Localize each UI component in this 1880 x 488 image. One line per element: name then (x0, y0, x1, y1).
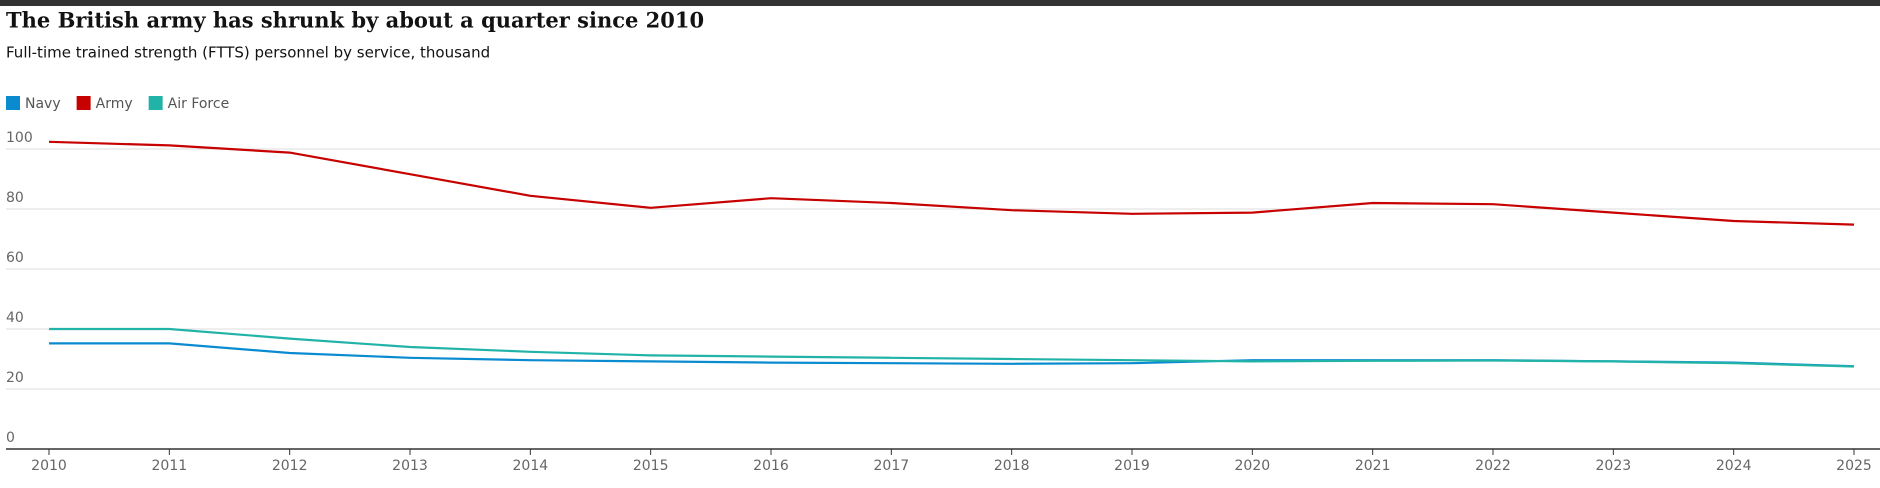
top-bar (0, 0, 1880, 6)
x-tick-label: 2022 (1475, 458, 1511, 474)
x-tick-label: 2010 (31, 458, 67, 474)
series-line (48, 140, 1855, 226)
x-tick-label: 2019 (1114, 458, 1150, 474)
series-line (49, 327, 1855, 368)
y-tick-label: 60 (6, 250, 24, 266)
x-tick-label: 2021 (1355, 458, 1391, 474)
y-tick-label: 0 (6, 430, 15, 446)
chart-subtitle: Full-time trained strength (FTTS) person… (6, 44, 490, 62)
x-tick-label: 2025 (1836, 458, 1872, 474)
x-tick-label: 2013 (392, 458, 428, 474)
legend-swatch (148, 96, 163, 110)
x-tick-label: 2012 (272, 458, 308, 474)
y-tick-label: 80 (6, 190, 24, 206)
y-tick-label: 100 (6, 130, 33, 146)
legend-label: Navy (25, 96, 61, 112)
x-tick-label: 2017 (874, 458, 910, 474)
y-tick-label: 40 (6, 310, 24, 326)
legend-label: Air Force (168, 96, 230, 112)
x-tick-label: 2024 (1716, 458, 1752, 474)
x-tick-label: 2011 (152, 458, 188, 474)
x-tick-label: 2023 (1596, 458, 1632, 474)
series-line (49, 342, 1855, 368)
x-tick-label: 2014 (513, 458, 549, 474)
chart-title: The British army has shrunk by about a q… (6, 8, 704, 33)
x-tick-label: 2016 (753, 458, 789, 474)
legend-label: Army (96, 96, 133, 112)
x-tick-label: 2020 (1235, 458, 1271, 474)
x-tick-label: 2015 (633, 458, 669, 474)
y-tick-label: 20 (6, 370, 24, 386)
legend-swatch (76, 96, 91, 110)
x-tick-label: 2018 (994, 458, 1030, 474)
legend-swatch (6, 96, 20, 110)
